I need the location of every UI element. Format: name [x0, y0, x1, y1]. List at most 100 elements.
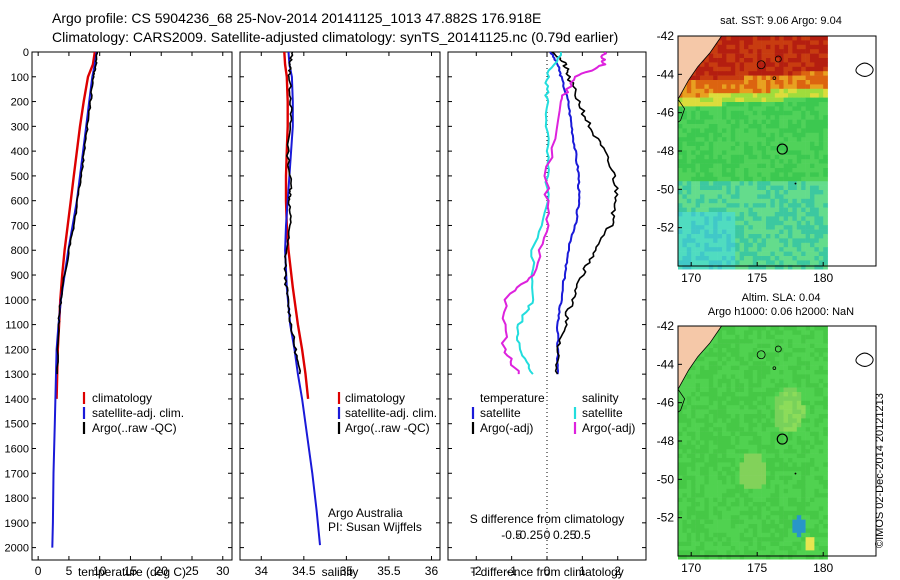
map-cell	[730, 453, 736, 459]
map-cell	[792, 378, 798, 384]
map-cell	[796, 414, 802, 419]
map-cell	[691, 102, 696, 107]
map-cell	[730, 361, 736, 366]
map-cell	[739, 225, 745, 230]
map-cell	[713, 334, 718, 340]
map-cell	[774, 97, 780, 103]
map-cell	[766, 212, 771, 217]
map-cell	[682, 119, 688, 125]
legend-label-argo-s: Argo(-adj)	[582, 421, 635, 435]
map-cell	[682, 528, 688, 534]
map-cell	[735, 326, 740, 331]
map-cell	[761, 554, 767, 560]
map-cell	[792, 176, 798, 182]
map-cell	[722, 53, 727, 59]
map-cell	[717, 203, 723, 208]
map-cell	[770, 510, 776, 516]
map-cell	[770, 194, 776, 200]
map-cell	[717, 62, 723, 68]
map-cell	[770, 229, 776, 235]
map-cell	[818, 506, 824, 512]
map-cell	[752, 444, 758, 450]
map-cell	[757, 190, 762, 195]
map-cell	[678, 106, 683, 112]
map-cell	[695, 137, 701, 142]
map-cell	[686, 484, 692, 490]
map-cell	[788, 146, 793, 151]
map-cell	[717, 163, 723, 169]
map-cell	[818, 550, 824, 556]
x-tick-label: -1	[506, 564, 517, 578]
map-cell	[717, 141, 723, 147]
map-cell	[788, 212, 793, 217]
map-cell	[761, 238, 767, 244]
map-cell	[739, 449, 745, 454]
map-cell	[796, 36, 802, 41]
map-cell	[810, 53, 815, 59]
map-cell	[735, 334, 740, 340]
map-cell	[717, 58, 723, 63]
map-cell	[708, 387, 714, 393]
map-cell	[735, 532, 740, 538]
map-cell	[748, 444, 754, 450]
map-cell	[708, 444, 714, 450]
map-cell	[686, 141, 692, 147]
map-cell	[713, 365, 718, 371]
map-cell	[722, 62, 727, 68]
map-cell	[752, 128, 758, 134]
map-cell	[735, 449, 740, 454]
map-cell	[744, 203, 749, 208]
map-cell	[766, 396, 771, 402]
map-cell	[796, 488, 802, 494]
map-cell	[744, 440, 749, 446]
map-cell	[801, 343, 806, 349]
map-cell	[744, 374, 749, 380]
map-cell	[774, 409, 780, 415]
map-cell	[801, 128, 806, 134]
map-cell	[792, 554, 798, 560]
map-cell	[810, 260, 815, 266]
map-cell	[752, 234, 758, 239]
map-cell	[708, 62, 714, 68]
map-cell	[682, 225, 688, 230]
map-cell	[713, 484, 718, 490]
map-cell	[788, 154, 793, 160]
map-cell	[726, 352, 732, 358]
map-cell	[801, 427, 806, 432]
map-cell	[796, 176, 802, 182]
map-cell	[739, 348, 745, 353]
map-cell	[761, 106, 767, 112]
map-cell	[752, 400, 758, 406]
map-cell	[704, 260, 710, 266]
map-cell	[801, 334, 806, 340]
y-tick-label: 1700	[5, 468, 29, 480]
map-cell	[810, 150, 815, 156]
map-cell	[686, 234, 692, 239]
map-cell	[704, 137, 710, 142]
map-cell	[704, 418, 710, 424]
map-cell	[717, 554, 723, 560]
map-cell	[801, 471, 806, 476]
map-cell	[726, 185, 732, 191]
map-cell	[796, 229, 802, 235]
map-cell	[805, 488, 811, 494]
map-cell	[818, 84, 824, 90]
map-cell	[739, 207, 745, 213]
map-cell	[682, 418, 688, 424]
map-cell	[739, 242, 745, 248]
map-cell	[761, 356, 767, 362]
map-cell	[708, 137, 714, 142]
map-cell	[814, 466, 820, 472]
map-cell	[818, 238, 824, 244]
map-cell	[757, 519, 762, 525]
map-cell	[700, 115, 705, 120]
map-cell	[730, 172, 736, 178]
map-cell	[739, 396, 745, 402]
map-cell	[695, 260, 701, 266]
map-cell	[761, 396, 767, 402]
map-cell	[796, 348, 802, 353]
map-cell	[810, 163, 815, 169]
map-cell	[717, 251, 723, 257]
map-cell	[801, 352, 806, 358]
map-cell	[752, 220, 758, 226]
